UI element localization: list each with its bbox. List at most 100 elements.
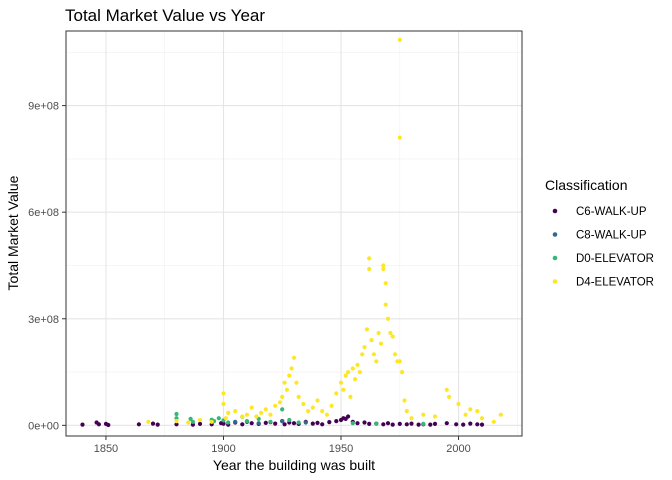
- point-d4-elevator: [498, 412, 503, 417]
- point-d4-elevator: [357, 370, 362, 375]
- point-c6-walk-up: [334, 419, 339, 424]
- legend-key-d0-elevator: [552, 255, 558, 261]
- x-tick-label: 1950: [329, 443, 353, 455]
- point-d4-elevator: [402, 398, 407, 403]
- point-d4-elevator: [390, 334, 395, 339]
- point-d4-elevator: [355, 362, 360, 367]
- point-d4-elevator: [432, 414, 438, 419]
- point-d0-elevator: [268, 419, 273, 424]
- point-d0-elevator: [174, 416, 179, 421]
- major-gridlines: [66, 31, 522, 436]
- point-d4-elevator: [397, 359, 402, 364]
- legend-label-d0-elevator: D0-ELEVATOR: [576, 253, 654, 265]
- point-c6-walk-up: [320, 422, 325, 427]
- point-d4-elevator: [378, 341, 384, 346]
- legend-label-d4-elevator: D4-ELEVATOR: [576, 277, 654, 289]
- point-d4-elevator: [388, 330, 393, 336]
- point-d4-elevator: [479, 416, 485, 421]
- point-d4-elevator: [475, 409, 480, 414]
- point-d4-elevator: [226, 410, 231, 415]
- point-d0-elevator: [190, 419, 195, 424]
- legend-label-c6-walk-up: C6-WALK-UP: [576, 206, 647, 218]
- point-d4-elevator: [244, 412, 250, 417]
- point-c8-walk-up: [280, 419, 285, 424]
- point-d4-elevator: [350, 366, 355, 371]
- point-d4-elevator: [320, 409, 325, 414]
- x-tick-label: 1900: [211, 443, 235, 455]
- point-c6-walk-up: [80, 422, 85, 427]
- point-c6-walk-up: [367, 421, 372, 426]
- y-tick-label: 0e+00: [28, 420, 59, 432]
- point-d4-elevator: [263, 407, 268, 412]
- point-d4-elevator: [491, 419, 496, 424]
- point-c6-walk-up: [416, 422, 421, 427]
- point-d4-elevator: [353, 377, 358, 382]
- point-d4-elevator: [233, 409, 238, 414]
- point-c6-walk-up: [106, 422, 111, 428]
- point-d4-elevator: [174, 419, 179, 424]
- point-d0-elevator: [374, 421, 379, 426]
- point-d0-elevator: [216, 416, 221, 421]
- point-d4-elevator: [289, 366, 294, 371]
- point-d4-elevator: [409, 416, 414, 421]
- point-d4-elevator: [277, 400, 282, 405]
- point-d4-elevator: [385, 316, 391, 321]
- point-c6-walk-up: [240, 422, 245, 427]
- point-d4-elevator: [221, 401, 226, 407]
- point-c8-walk-up: [303, 420, 308, 425]
- point-c6-walk-up: [385, 421, 391, 426]
- point-c8-walk-up: [256, 421, 261, 426]
- point-d4-elevator: [254, 414, 259, 419]
- point-c6-walk-up: [273, 421, 278, 426]
- point-c6-walk-up: [362, 420, 367, 425]
- point-d4-elevator: [273, 403, 278, 408]
- point-d4-elevator: [315, 398, 320, 403]
- point-d4-elevator: [287, 373, 292, 378]
- point-d0-elevator: [421, 421, 426, 426]
- point-d0-elevator: [226, 420, 231, 425]
- point-d4-elevator: [397, 37, 402, 43]
- point-d4-elevator: [197, 417, 203, 423]
- point-c6-walk-up: [291, 421, 297, 426]
- point-c6-walk-up: [461, 422, 466, 427]
- y-tick-label: 9e+08: [28, 101, 59, 113]
- point-d4-elevator: [360, 352, 365, 357]
- point-d4-elevator: [338, 380, 344, 385]
- point-d4-elevator: [259, 410, 264, 415]
- point-d4-elevator: [280, 394, 285, 399]
- point-c6-walk-up: [409, 421, 414, 426]
- point-d4-elevator: [341, 387, 346, 392]
- point-d4-elevator: [294, 380, 299, 385]
- point-d4-elevator: [381, 266, 386, 272]
- point-d4-elevator: [334, 391, 339, 396]
- point-d4-elevator: [282, 380, 287, 385]
- point-c6-walk-up: [315, 420, 320, 425]
- point-d4-elevator: [456, 401, 461, 407]
- point-c6-walk-up: [310, 421, 315, 426]
- minor-gridlines: [66, 31, 522, 436]
- point-c8-walk-up: [233, 419, 238, 424]
- point-d0-elevator: [350, 421, 355, 426]
- legend-label-c8-walk-up: C8-WALK-UP: [576, 230, 647, 242]
- point-d0-elevator: [296, 420, 301, 425]
- data-points: [80, 37, 503, 428]
- y-tick-label: 6e+08: [28, 207, 59, 219]
- point-d0-elevator: [280, 407, 285, 412]
- chart-title: Total Market Value vs Year: [65, 6, 265, 25]
- point-d0-elevator: [244, 419, 250, 424]
- point-c6-walk-up: [432, 421, 438, 426]
- point-d4-elevator: [146, 419, 151, 424]
- point-d4-elevator: [400, 370, 405, 375]
- point-d4-elevator: [393, 352, 398, 357]
- point-d4-elevator: [268, 412, 273, 417]
- plot-panel: [66, 31, 522, 436]
- point-d4-elevator: [343, 373, 348, 378]
- point-c6-walk-up: [197, 421, 203, 426]
- point-c6-walk-up: [174, 422, 179, 427]
- point-c6-walk-up: [150, 421, 156, 426]
- legend-key-d4-elevator: [552, 279, 558, 284]
- point-c6-walk-up: [221, 421, 226, 426]
- point-d4-elevator: [404, 409, 409, 414]
- point-c6-walk-up: [327, 420, 332, 425]
- point-d4-elevator: [310, 405, 315, 410]
